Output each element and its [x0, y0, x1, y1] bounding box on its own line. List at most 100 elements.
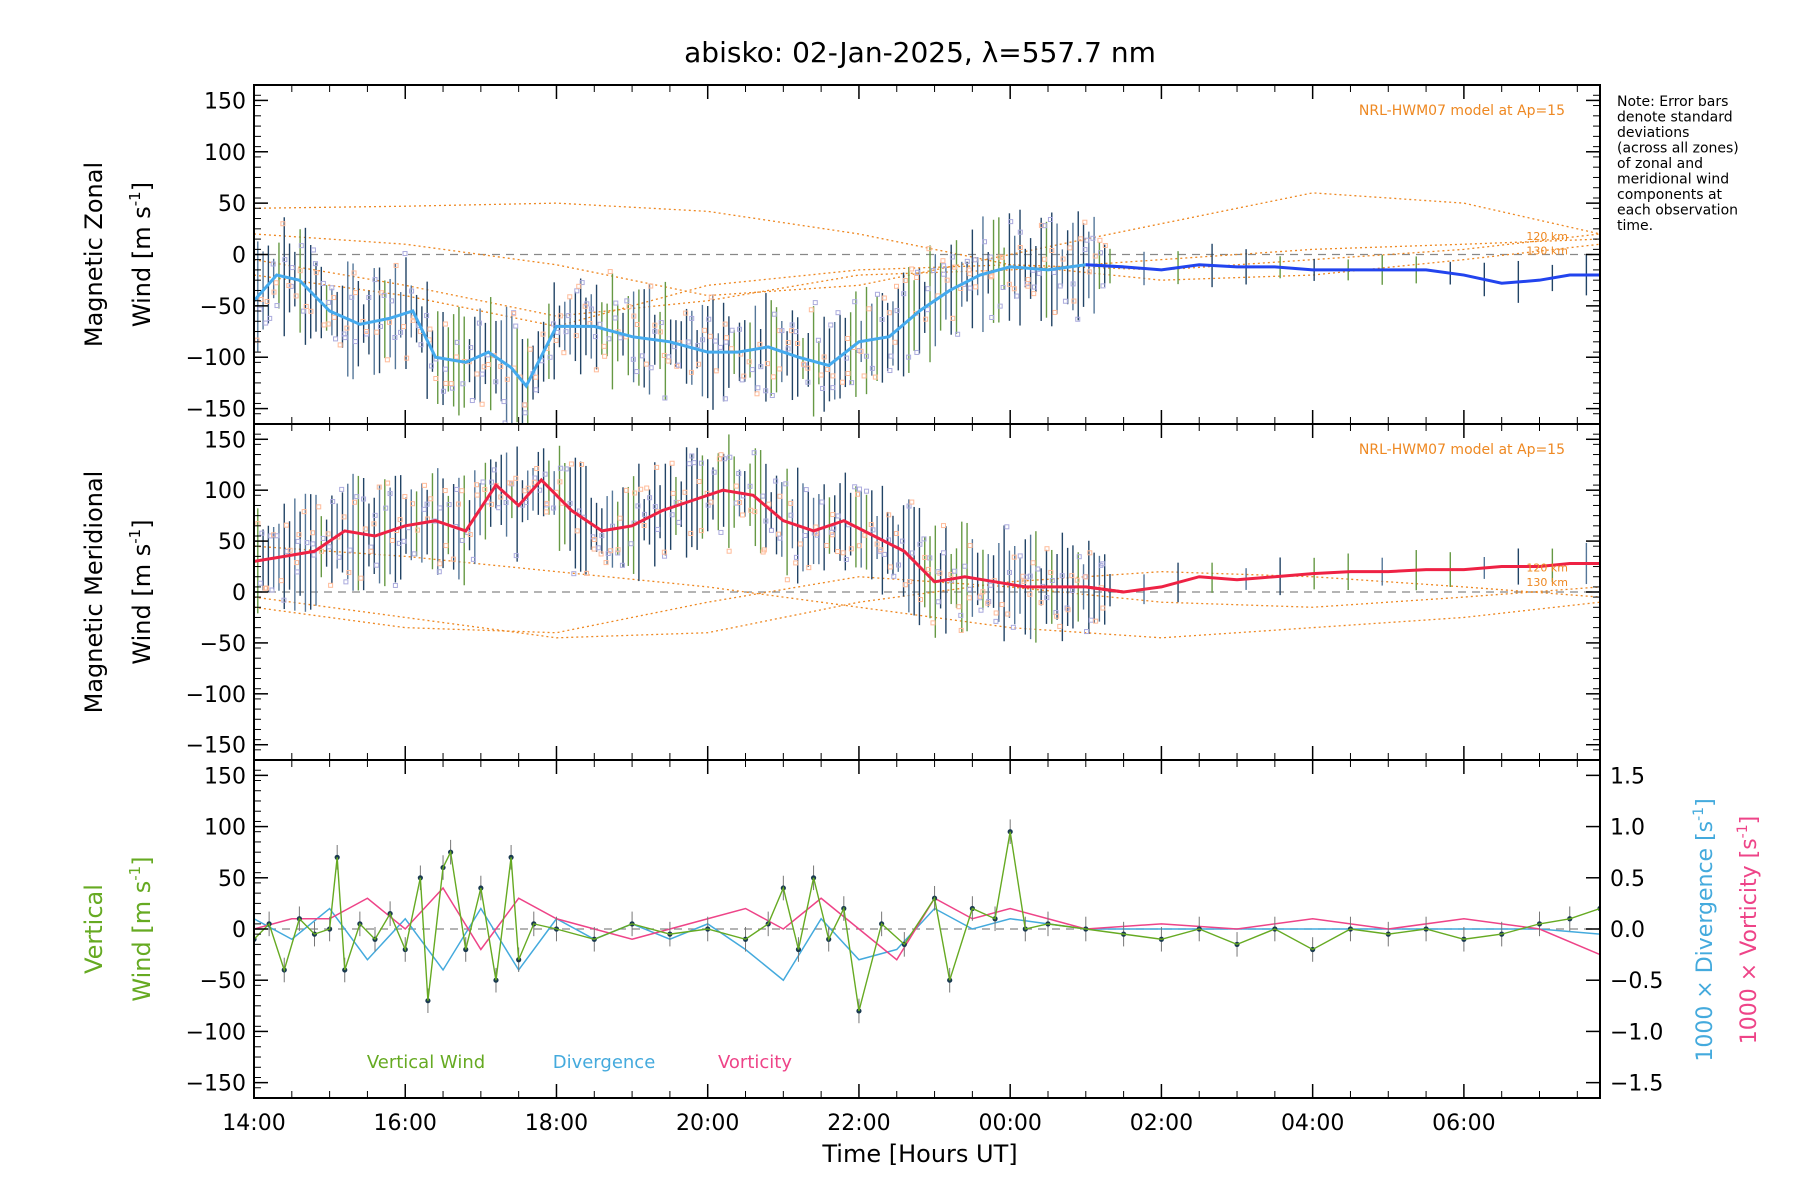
scatter-point [606, 336, 612, 342]
scatter-point [401, 538, 407, 544]
y2-tick-label: 0.0 [1610, 918, 1645, 943]
scatter-point [978, 607, 984, 613]
scatter-point [295, 538, 301, 544]
y-tick-label: 100 [204, 816, 246, 841]
scatter-point [698, 528, 704, 534]
scatter-point [353, 339, 359, 345]
x-tick-label: 14:00 [222, 1111, 285, 1136]
scatter-point [761, 547, 767, 553]
scatter-point [900, 538, 906, 544]
scatter-point [424, 501, 430, 507]
scatter-point [893, 530, 899, 536]
y-axis-title-line1: Magnetic Zonal [80, 162, 108, 347]
note-line: deviations [1617, 125, 1689, 141]
height-label: 120 km [1526, 562, 1568, 575]
scatter-point [310, 247, 316, 253]
scatter-point [634, 321, 640, 327]
scatter-point [635, 503, 641, 509]
scatter-point [269, 587, 275, 593]
scatter-point [1057, 283, 1063, 289]
scatter-point [852, 484, 858, 490]
scatter-point [891, 573, 897, 579]
scatter-point [428, 496, 434, 502]
scatter-point [551, 505, 557, 511]
scatter-point [1006, 569, 1012, 575]
scatter-point [568, 461, 574, 467]
scatter-point [1027, 591, 1033, 597]
scatter-point [522, 488, 528, 494]
scatter-point [696, 478, 702, 484]
note-line: time. [1617, 218, 1653, 234]
scatter-point [436, 569, 442, 575]
scatter-point [648, 365, 654, 371]
scatter-point [1005, 611, 1011, 617]
scatter-point [328, 582, 334, 588]
y-tick-label: −50 [200, 295, 246, 320]
scatter-point [493, 379, 499, 385]
scatter-point [760, 493, 766, 499]
scatter-point [707, 333, 713, 339]
scatter-point [977, 593, 983, 599]
scatter-point [956, 604, 962, 610]
scatter-point [914, 275, 920, 281]
scatter-point [830, 512, 836, 518]
scatter-point [918, 597, 924, 603]
scatter-point [861, 373, 867, 379]
scatter-point [293, 293, 299, 299]
scatter-point [713, 338, 719, 344]
scatter-point [1036, 270, 1042, 276]
scatter-point [835, 513, 841, 519]
scatter-point [958, 612, 964, 618]
scatter-point [1017, 244, 1023, 250]
scatter-point [665, 358, 671, 364]
scatter-point [347, 547, 353, 553]
scatter-point [591, 546, 597, 552]
scatter-point [446, 502, 452, 508]
scatter-point [437, 505, 443, 511]
scatter-point [386, 319, 392, 325]
scatter-point [805, 379, 811, 385]
scatter-point [713, 368, 719, 374]
scatter-point [1065, 607, 1071, 613]
scatter-point [739, 512, 745, 518]
scatter-point [661, 549, 667, 555]
scatter-point [915, 269, 921, 275]
scatter-point [337, 342, 343, 348]
scatter-point [683, 310, 689, 316]
scatter-point [421, 506, 427, 512]
scatter-point [601, 343, 607, 349]
scatter-point [1086, 269, 1092, 275]
scatter-point [474, 482, 480, 488]
scatter-point [724, 335, 730, 341]
scatter-point [504, 376, 510, 382]
scatter-point [615, 550, 621, 556]
scatter-point [729, 327, 735, 333]
scatter-point [835, 310, 841, 316]
scatter-point [607, 269, 613, 275]
scatter-point [1090, 235, 1096, 241]
scatter-point [862, 532, 868, 538]
scatter-point [1011, 286, 1017, 292]
scatter-point [579, 280, 585, 286]
scatter-point [1006, 281, 1012, 287]
scatter-point [999, 254, 1005, 260]
scatter-point [793, 560, 799, 566]
scatter-point [584, 570, 590, 576]
scatter-point [331, 295, 337, 301]
scatter-point [531, 479, 537, 485]
scatter-point [843, 556, 849, 562]
divergence-line [254, 907, 1600, 982]
scatter-point [573, 333, 579, 339]
scatter-point [906, 354, 912, 360]
scatter-point [685, 339, 691, 345]
scatter-point [845, 370, 851, 376]
scatter-point [567, 500, 573, 506]
scatter-point [808, 307, 814, 313]
scatter-point [1027, 573, 1033, 579]
scatter-point [1057, 623, 1063, 629]
panel-plot-area [254, 434, 1600, 643]
divergence-axis-title: 1000 × Divergence [s-1] [1691, 798, 1718, 1061]
scatter-point [931, 267, 937, 273]
scatter-point [967, 285, 973, 291]
